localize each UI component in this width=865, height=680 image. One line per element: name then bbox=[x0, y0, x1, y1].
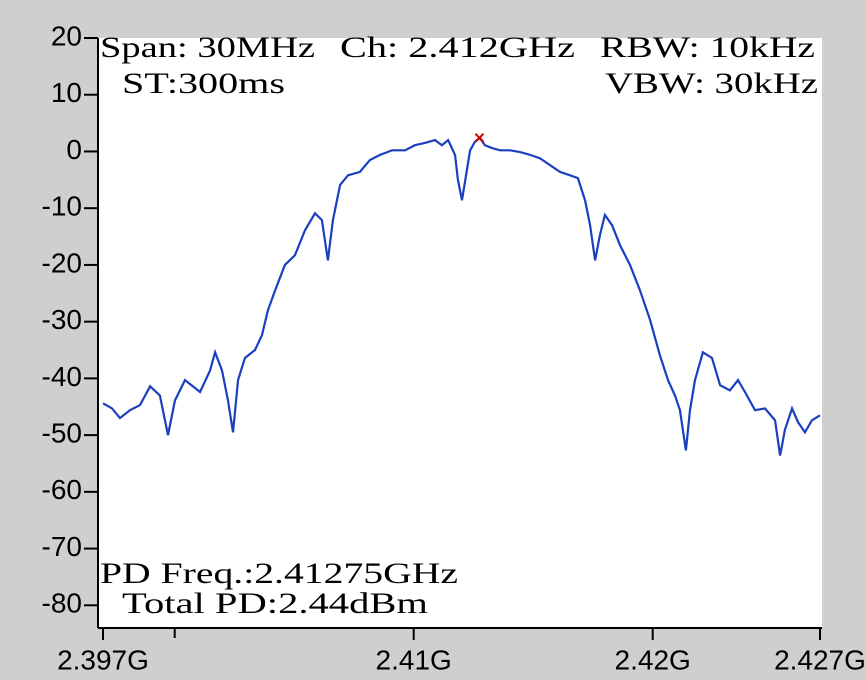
y-tick-label: -40 bbox=[42, 361, 82, 392]
channel-label: Ch: 2.412GHz bbox=[340, 31, 575, 64]
total-pd-label: Total PD:2.44dBm bbox=[122, 587, 428, 620]
peak-marker bbox=[474, 133, 485, 143]
sweep-time-label: ST:300ms bbox=[122, 67, 285, 100]
y-tick-label: 0 bbox=[66, 134, 82, 165]
x-tick-label: 2.427G bbox=[774, 644, 865, 675]
y-tick-label: 20 bbox=[51, 20, 82, 51]
y-tick-label: -70 bbox=[42, 531, 82, 562]
y-tick-label: -50 bbox=[42, 418, 82, 449]
y-tick-label: -60 bbox=[42, 474, 82, 505]
pd-freq-label: PD Freq.:2.41275GHz bbox=[100, 557, 458, 590]
spectrum-trace bbox=[102, 136, 821, 456]
y-tick-label: -10 bbox=[42, 191, 82, 222]
y-tick-label: -30 bbox=[42, 304, 82, 335]
x-tick-label: 2.41G bbox=[376, 644, 452, 675]
x-tick-label: 2.42G bbox=[615, 644, 691, 675]
y-tick-label: 10 bbox=[51, 77, 82, 108]
vbw-label: VBW: 30kHz bbox=[605, 67, 818, 100]
span-label: Span: 30MHz bbox=[100, 31, 315, 64]
rbw-label: RBW: 10kHz bbox=[600, 31, 815, 64]
y-tick-label: -80 bbox=[42, 588, 82, 619]
x-tick-label: 2.397G bbox=[57, 644, 149, 675]
plot-area bbox=[98, 38, 822, 628]
y-tick-label: -20 bbox=[42, 247, 82, 278]
